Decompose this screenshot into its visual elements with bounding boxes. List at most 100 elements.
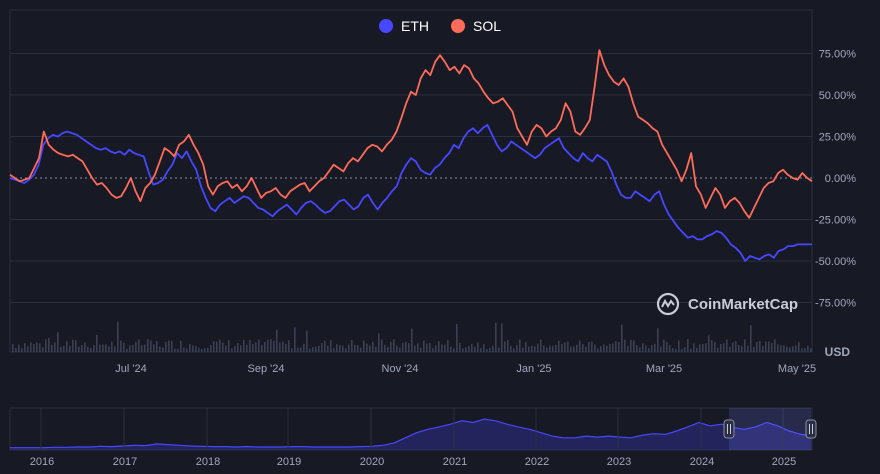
- volume-bar: [282, 341, 284, 352]
- volume-bar: [360, 347, 362, 352]
- legend-label-eth: ETH: [400, 18, 429, 34]
- navigator-left-handle[interactable]: [723, 419, 735, 439]
- volume-bar: [279, 342, 281, 352]
- volume-bar: [141, 345, 143, 352]
- volume-bar: [561, 343, 563, 352]
- volume-bar: [672, 348, 674, 352]
- volume-bar: [228, 340, 230, 352]
- volume-bar: [603, 344, 605, 352]
- volume-bar: [723, 343, 725, 352]
- volume-bar: [225, 345, 227, 352]
- y-tick-label: -75.00%: [815, 298, 856, 310]
- volume-bar: [372, 341, 374, 352]
- volume-bar: [318, 345, 320, 352]
- volume-bar: [33, 344, 35, 352]
- volume-bar: [501, 323, 503, 352]
- volume-bar: [399, 347, 401, 352]
- volume-bar: [507, 339, 509, 352]
- volume-bar: [777, 344, 779, 352]
- coinmarketcap-watermark: CoinMarketCap: [656, 292, 798, 316]
- volume-bar: [462, 348, 464, 352]
- volume-bar: [315, 346, 317, 352]
- volume-bar: [390, 341, 392, 352]
- volume-bar: [78, 346, 80, 352]
- volume-bar: [678, 340, 680, 352]
- volume-bar: [276, 329, 278, 352]
- volume-bar: [480, 348, 482, 352]
- legend-item-eth[interactable]: ETH: [378, 18, 429, 34]
- volume-bar: [471, 343, 473, 352]
- legend-item-sol[interactable]: SOL: [450, 18, 501, 34]
- volume-bar: [771, 343, 773, 352]
- volume-bar: [45, 339, 47, 352]
- volume-bar: [333, 348, 335, 352]
- volume-bar: [120, 340, 122, 352]
- volume-bar: [447, 340, 449, 352]
- volume-bar: [633, 340, 635, 352]
- volume-bar: [12, 344, 14, 352]
- volume-bar: [15, 347, 17, 352]
- volume-bar: [504, 341, 506, 352]
- volume-bar: [735, 341, 737, 352]
- volume-bar: [696, 347, 698, 352]
- volume-bar: [54, 342, 56, 352]
- volume-bar: [807, 345, 809, 352]
- volume-bar: [474, 346, 476, 352]
- volume-bar: [549, 345, 551, 352]
- volume-bar: [366, 343, 368, 352]
- navigator-right-handle[interactable]: [805, 419, 817, 439]
- series-line-sol: [9, 49, 813, 219]
- volume-bar: [717, 347, 719, 352]
- volume-bar: [84, 342, 86, 352]
- volume-bar: [231, 348, 233, 352]
- volume-bar: [516, 345, 518, 352]
- volume-bar: [339, 344, 341, 352]
- volume-bar: [798, 342, 800, 352]
- volume-bar: [384, 344, 386, 352]
- volume-bar: [543, 345, 545, 352]
- volume-bar: [477, 342, 479, 352]
- volume-bar: [597, 348, 599, 352]
- volume-bar: [705, 343, 707, 352]
- volume-bar: [354, 344, 356, 352]
- volume-bar: [165, 342, 167, 352]
- volume-bar: [540, 339, 542, 352]
- volume-bar: [30, 342, 32, 352]
- volume-bar: [582, 344, 584, 352]
- volume-bar: [213, 341, 215, 352]
- volume-bar: [453, 348, 455, 352]
- volume-bar: [420, 347, 422, 352]
- volume-bar: [375, 346, 377, 352]
- volume-bar: [363, 340, 365, 352]
- volume-bar: [567, 341, 569, 352]
- volume-bar: [183, 347, 185, 352]
- navigator-year-label: 2023: [607, 456, 631, 468]
- volume-bar: [546, 347, 548, 352]
- volume-bar: [324, 340, 326, 352]
- volume-bar: [627, 345, 629, 352]
- volume-bar: [72, 339, 74, 352]
- y-tick-label: 50.00%: [819, 90, 857, 102]
- navigator-year-label: 2017: [113, 456, 137, 468]
- volume-bar: [147, 339, 149, 352]
- volume-bar: [18, 344, 20, 352]
- volume-bar: [624, 339, 626, 352]
- volume-bar: [690, 348, 692, 352]
- volume-bar: [93, 344, 95, 352]
- volume-bar: [177, 348, 179, 352]
- volume-bar: [249, 340, 251, 352]
- volume-bar: [291, 348, 293, 352]
- volume-bar: [684, 347, 686, 352]
- volume-bar: [123, 342, 125, 352]
- volume-bar: [270, 339, 272, 352]
- volume-bar: [27, 346, 29, 352]
- x-tick-label: Sep '24: [248, 363, 285, 375]
- volume-bar: [255, 342, 257, 352]
- volume-bar: [393, 339, 395, 352]
- volume-bar: [792, 346, 794, 352]
- navigator-year-label: 2022: [525, 456, 549, 468]
- volume-bar: [381, 339, 383, 352]
- volume-bar: [642, 343, 644, 352]
- volume-bar: [729, 346, 731, 352]
- volume-bar: [804, 348, 806, 352]
